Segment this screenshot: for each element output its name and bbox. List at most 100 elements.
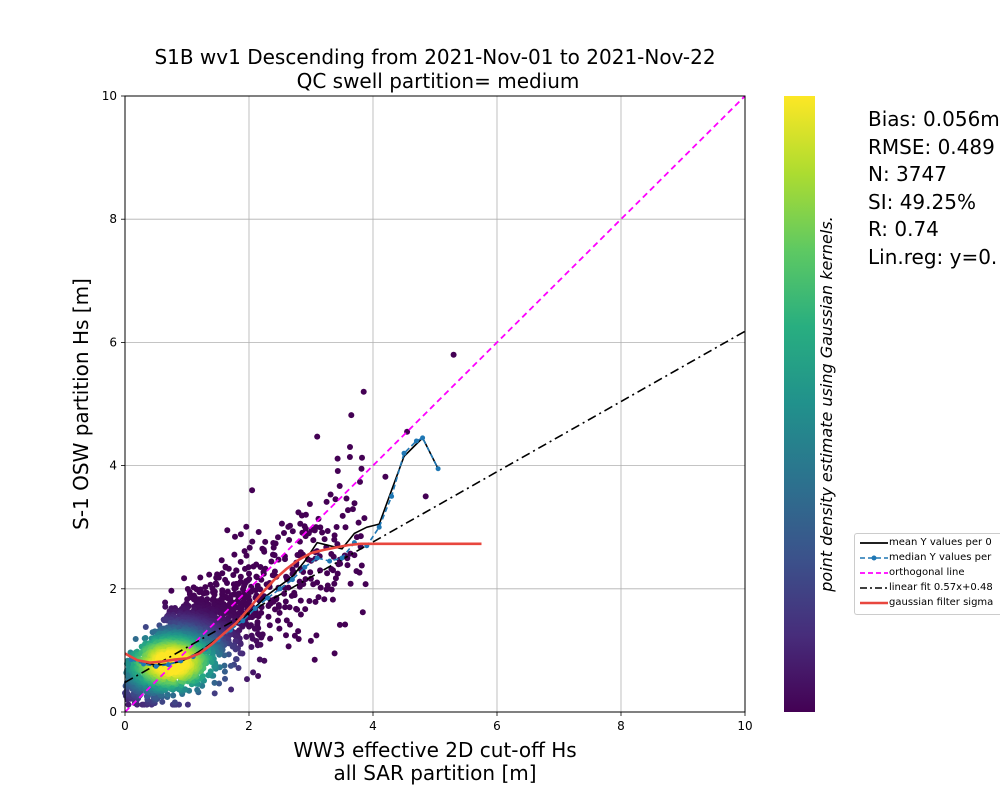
scatter-point: [231, 551, 238, 558]
scatter-point: [227, 662, 234, 669]
scatter-point: [125, 701, 132, 708]
scatter-point: [282, 556, 288, 563]
x-tick-label: 8: [617, 719, 625, 733]
scatter-point: [296, 583, 303, 590]
scatter-point: [347, 580, 354, 587]
stat-r: R: 0.74: [868, 217, 939, 242]
legend-swatch-mean: [860, 542, 888, 544]
scatter-point: [237, 531, 244, 538]
scatter-point: [336, 483, 343, 489]
y-tick-label: 0: [109, 705, 117, 719]
legend-item-gaussian: gaussian filter sigma: [855, 596, 1000, 612]
scatter-point: [353, 534, 360, 541]
scatter-point: [225, 565, 232, 572]
scatter-point: [331, 580, 338, 587]
scatter-point: [243, 633, 250, 640]
scatter-point: [221, 662, 228, 669]
median-marker: [265, 595, 271, 601]
scatter-point: [342, 621, 349, 628]
scatter-point: [361, 515, 368, 522]
series-line: [124, 95, 746, 713]
scatter-point: [302, 606, 309, 613]
scatter-point: [295, 628, 302, 635]
scatter-point: [276, 609, 283, 616]
scatter-point: [255, 630, 261, 637]
scatter-point: [224, 588, 231, 595]
scatter-point: [281, 530, 287, 536]
plot-frame: [124, 95, 746, 713]
scatter-point: [336, 621, 343, 628]
scatter-point: [249, 538, 256, 545]
scatter-points: [122, 351, 457, 708]
scatter-point: [312, 598, 319, 605]
scatter-point: [275, 617, 281, 624]
scatter-point: [349, 506, 356, 513]
colorbar: [784, 96, 815, 712]
scatter-point: [283, 632, 289, 639]
scatter-point: [293, 605, 300, 612]
scatter-point: [249, 635, 256, 642]
scatter-point: [307, 569, 314, 576]
scatter-point: [257, 564, 264, 570]
scatter-point: [307, 637, 314, 644]
scatter-point: [230, 572, 237, 578]
median-marker: [420, 435, 426, 441]
scatter-point: [334, 468, 341, 474]
scatter-point: [246, 623, 253, 630]
scatter-point: [324, 570, 331, 577]
scatter-point: [211, 679, 218, 686]
scatter-point: [228, 686, 235, 693]
scatter-point: [297, 597, 304, 604]
scatter-point: [236, 605, 243, 612]
scatter-point: [334, 455, 341, 462]
median-marker: [435, 466, 441, 472]
scatter-point: [268, 558, 275, 565]
median-marker: [339, 555, 345, 561]
scatter-point: [358, 562, 365, 569]
chart-title: S1B wv1 Descending from 2021-Nov-01 to 2…: [154, 45, 715, 69]
scatter-point: [168, 587, 175, 594]
x-axis-label: WW3 effective 2D cut-off Hs: [293, 738, 576, 762]
scatter-point: [358, 465, 365, 472]
scatter-point: [216, 680, 223, 687]
scatter-point: [276, 625, 283, 632]
series-line: [130, 436, 439, 668]
scatter-point: [267, 635, 274, 642]
scatter-point: [266, 622, 273, 629]
scatter-point: [243, 552, 250, 559]
scatter-point: [310, 537, 317, 544]
median-marker: [389, 493, 395, 499]
scatter-point: [162, 599, 169, 606]
scatter-point: [184, 701, 191, 708]
scatter-point: [270, 540, 277, 546]
scatter-point: [306, 501, 313, 507]
scatter-point: [327, 491, 334, 498]
legend-item-median: median Y values per: [855, 551, 1000, 567]
x-tick-label: 0: [121, 719, 129, 733]
scatter-point: [310, 581, 317, 588]
legend-item-orthogonal: orthogonal line: [855, 566, 1000, 582]
x-tick-label: 2: [245, 719, 253, 733]
median-marker: [314, 555, 320, 561]
scatter-point: [181, 575, 188, 582]
scatter-point: [323, 586, 330, 593]
median-marker: [401, 450, 407, 456]
scatter-point: [288, 592, 295, 599]
scatter-point: [285, 523, 292, 530]
scatter-point: [346, 454, 353, 460]
scatter-point: [302, 576, 309, 583]
scatter-point: [302, 525, 309, 532]
median-marker: [327, 558, 333, 564]
scatter-point: [332, 575, 339, 582]
scatter-point: [249, 487, 256, 494]
scatter-point: [199, 673, 206, 680]
y-tick-label: 8: [109, 212, 117, 226]
scatter-point: [286, 604, 293, 611]
legend-swatch-orthogonal: [860, 572, 888, 574]
scatter-point: [450, 351, 457, 358]
scatter-point: [275, 534, 281, 541]
scatter-point: [218, 557, 225, 564]
median-marker: [240, 618, 246, 624]
scatter-point: [233, 656, 239, 663]
scatter-point: [261, 548, 268, 555]
